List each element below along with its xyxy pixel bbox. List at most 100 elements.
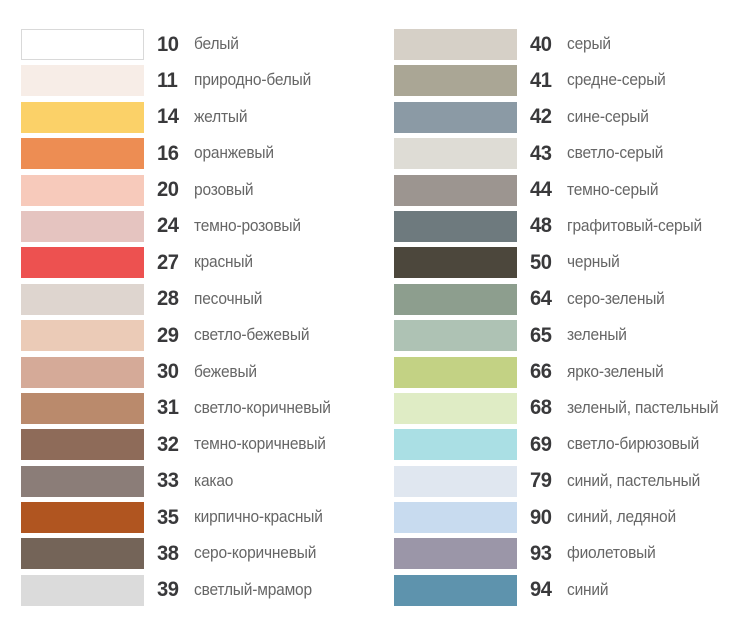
color-name: зеленый: [567, 326, 627, 345]
color-swatch: [21, 320, 144, 352]
color-code: 38: [157, 541, 179, 565]
color-name: светло-бежевый: [194, 326, 310, 345]
color-code: 31: [157, 396, 179, 420]
color-code: 16: [157, 141, 179, 165]
swatch-row: 42 сине-серый: [394, 101, 728, 133]
color-code: 93: [530, 541, 552, 565]
swatch-row: 64 серо-зеленый: [394, 283, 728, 315]
swatch-row: 94 синий: [394, 574, 728, 606]
color-swatch: [394, 465, 517, 497]
color-code: 66: [530, 360, 552, 384]
swatch-row: 93 фиолетовый: [394, 538, 728, 570]
color-swatch: [394, 174, 517, 206]
swatch-row: 20 розовый: [21, 174, 339, 206]
color-name: природно-белый: [194, 71, 312, 90]
color-code: 11: [157, 68, 178, 92]
color-code: 69: [530, 432, 552, 456]
color-code: 43: [530, 141, 552, 165]
color-code: 29: [157, 323, 179, 347]
swatch-row: 32 темно-коричневый: [21, 429, 339, 461]
swatch-row: 40 серый: [394, 29, 728, 60]
color-code: 24: [157, 214, 179, 238]
color-swatch: [21, 502, 144, 534]
color-name: темно-серый: [567, 180, 659, 199]
color-swatch: [21, 283, 144, 315]
color-swatch: [394, 138, 517, 170]
color-name: светло-бирюзовый: [567, 435, 700, 454]
color-name: песочный: [194, 289, 263, 308]
swatch-row: 69 светло-бирюзовый: [394, 429, 728, 461]
color-swatch: [394, 429, 517, 461]
color-swatch: [394, 320, 517, 352]
color-code: 30: [157, 360, 179, 384]
swatch-row: 50 черный: [394, 247, 728, 279]
color-code: 27: [157, 250, 179, 274]
color-name: белый: [194, 35, 239, 53]
color-swatch: [21, 101, 144, 133]
swatch-row: 35 кирпично-красный: [21, 502, 339, 534]
swatch-row: 11 природно-белый: [21, 65, 339, 97]
color-swatch: [394, 247, 517, 279]
color-name: какао: [194, 471, 234, 490]
color-swatch: [21, 574, 144, 606]
color-code: 42: [530, 105, 552, 129]
color-name: серо-зеленый: [567, 289, 665, 308]
color-code: 32: [157, 432, 179, 456]
color-code: 10: [157, 32, 179, 56]
color-swatch: [394, 356, 517, 388]
swatch-row: 39 светлый-мрамор: [21, 574, 339, 606]
color-name: темно-коричневый: [194, 435, 326, 454]
color-swatch: [21, 210, 144, 242]
swatch-row: 30 бежевый: [21, 356, 339, 388]
color-swatch: [21, 538, 144, 570]
color-name: синий: [567, 580, 609, 599]
swatch-row: 66 ярко-зеленый: [394, 356, 728, 388]
palette-column-right: 40 серый 41 средне-серый 42 сине-серый 43 светл…: [394, 29, 728, 611]
color-name: красный: [194, 253, 253, 272]
color-name: черный: [567, 253, 620, 272]
swatch-row: 31 светло-коричневый: [21, 392, 339, 424]
color-swatch: [21, 65, 144, 97]
color-code: 79: [530, 469, 552, 493]
swatch-row: 65 зеленый: [394, 320, 728, 352]
color-name: кирпично-красный: [194, 508, 323, 527]
color-name: сине-серый: [567, 107, 649, 126]
color-code: 28: [157, 287, 179, 311]
color-name: средне-серый: [567, 71, 666, 90]
color-code: 90: [530, 505, 552, 529]
swatch-row: 43 светло-серый: [394, 138, 728, 170]
color-name: бежевый: [194, 362, 257, 381]
color-name: светло-серый: [567, 144, 664, 163]
color-code: 50: [530, 250, 552, 274]
color-swatch: [21, 429, 144, 461]
color-name: зеленый, пастельный: [567, 398, 719, 417]
color-name: фиолетовый: [567, 544, 656, 563]
color-swatch: [21, 392, 144, 424]
color-code: 14: [157, 105, 179, 129]
color-code: 44: [530, 178, 552, 202]
color-swatch: [21, 465, 144, 497]
color-name: желтый: [194, 107, 248, 126]
swatch-row: 28 песочный: [21, 283, 339, 315]
color-code: 94: [530, 578, 552, 602]
color-swatch: [394, 574, 517, 606]
color-name: светлый-мрамор: [194, 580, 312, 599]
color-swatch: [21, 356, 144, 388]
swatch-row: 44 темно-серый: [394, 174, 728, 206]
color-swatch: [394, 101, 517, 133]
swatch-row: 29 светло-бежевый: [21, 320, 339, 352]
color-swatch: [21, 174, 144, 206]
color-swatch: [394, 502, 517, 534]
color-code: 33: [157, 469, 179, 493]
color-name: темно-розовый: [194, 216, 301, 235]
swatch-row: 48 графитовый-серый: [394, 210, 728, 242]
color-swatch: [21, 247, 144, 279]
color-swatch: [21, 138, 144, 170]
color-swatch: [394, 29, 517, 60]
color-swatch: [21, 29, 144, 60]
color-name: ярко-зеленый: [567, 362, 664, 381]
color-name: светло-коричневый: [194, 398, 331, 417]
color-code: 20: [157, 178, 179, 202]
swatch-row: 14 желтый: [21, 101, 339, 133]
swatch-row: 16 оранжевый: [21, 138, 339, 170]
